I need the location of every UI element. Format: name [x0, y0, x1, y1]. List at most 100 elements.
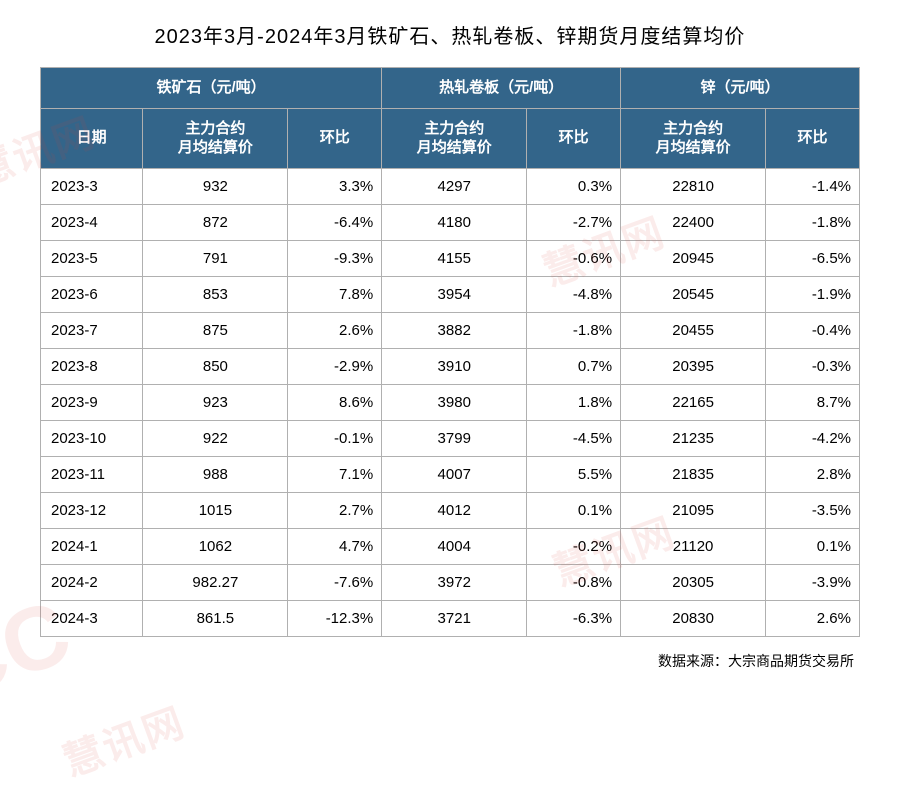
cell-pct: 0.1% — [527, 492, 621, 528]
cell-pct: -4.8% — [527, 276, 621, 312]
cell-date: 2024-2 — [41, 564, 143, 600]
col-pct: 环比 — [288, 108, 382, 168]
cell-pct: -6.4% — [288, 204, 382, 240]
cell-price: 3980 — [382, 384, 527, 420]
cell-pct: -2.9% — [288, 348, 382, 384]
group-header-row: 铁矿石（元/吨） 热轧卷板（元/吨） 锌（元/吨） — [41, 68, 860, 109]
cell-date: 2024-1 — [41, 528, 143, 564]
cell-price: 22810 — [621, 168, 766, 204]
cell-price: 22165 — [621, 384, 766, 420]
cell-price: 21235 — [621, 420, 766, 456]
col-pct: 环比 — [527, 108, 621, 168]
cell-price: 3799 — [382, 420, 527, 456]
col-pct: 环比 — [766, 108, 860, 168]
table-row: 2024-3861.5-12.3%3721-6.3%208302.6% — [41, 600, 860, 636]
cell-price: 988 — [143, 456, 288, 492]
cell-price: 20830 — [621, 600, 766, 636]
cell-pct: -12.3% — [288, 600, 382, 636]
cell-price: 791 — [143, 240, 288, 276]
cell-price: 20395 — [621, 348, 766, 384]
cell-pct: -1.9% — [766, 276, 860, 312]
cell-date: 2023-3 — [41, 168, 143, 204]
cell-pct: 8.6% — [288, 384, 382, 420]
cell-pct: -0.1% — [288, 420, 382, 456]
cell-price: 3721 — [382, 600, 527, 636]
cell-date: 2023-10 — [41, 420, 143, 456]
cell-price: 1062 — [143, 528, 288, 564]
sub-header-row: 日期 主力合约 月均结算价 环比 主力合约 月均结算价 环比 主力合约 月均结算… — [41, 108, 860, 168]
table-row: 2023-68537.8%3954-4.8%20545-1.9% — [41, 276, 860, 312]
cell-pct: 2.6% — [766, 600, 860, 636]
cell-date: 2024-3 — [41, 600, 143, 636]
col-date: 日期 — [41, 108, 143, 168]
cell-price: 3882 — [382, 312, 527, 348]
group-header: 锌（元/吨） — [621, 68, 860, 109]
cell-pct: 0.1% — [766, 528, 860, 564]
cell-pct: -1.4% — [766, 168, 860, 204]
cell-pct: 7.1% — [288, 456, 382, 492]
cell-price: 3910 — [382, 348, 527, 384]
cell-pct: 1.8% — [527, 384, 621, 420]
table-row: 2023-119887.1%40075.5%218352.8% — [41, 456, 860, 492]
cell-price: 4297 — [382, 168, 527, 204]
cell-price: 922 — [143, 420, 288, 456]
cell-pct: -7.6% — [288, 564, 382, 600]
cell-date: 2023-5 — [41, 240, 143, 276]
cell-pct: -3.9% — [766, 564, 860, 600]
cell-pct: -4.5% — [527, 420, 621, 456]
cell-pct: -1.8% — [527, 312, 621, 348]
table-row: 2023-10922-0.1%3799-4.5%21235-4.2% — [41, 420, 860, 456]
cell-price: 932 — [143, 168, 288, 204]
cell-date: 2023-6 — [41, 276, 143, 312]
cell-date: 2023-4 — [41, 204, 143, 240]
cell-price: 982.27 — [143, 564, 288, 600]
cell-pct: 4.7% — [288, 528, 382, 564]
cell-date: 2023-12 — [41, 492, 143, 528]
col-price: 主力合约 月均结算价 — [621, 108, 766, 168]
group-header: 热轧卷板（元/吨） — [382, 68, 621, 109]
cell-pct: -2.7% — [527, 204, 621, 240]
cell-price: 4155 — [382, 240, 527, 276]
table-body: 2023-39323.3%42970.3%22810-1.4%2023-4872… — [41, 168, 860, 636]
table-row: 2023-39323.3%42970.3%22810-1.4% — [41, 168, 860, 204]
cell-pct: 0.3% — [527, 168, 621, 204]
cell-price: 850 — [143, 348, 288, 384]
cell-price: 4180 — [382, 204, 527, 240]
cell-price: 20945 — [621, 240, 766, 276]
cell-price: 21120 — [621, 528, 766, 564]
cell-pct: -1.8% — [766, 204, 860, 240]
cell-date: 2023-11 — [41, 456, 143, 492]
cell-date: 2023-7 — [41, 312, 143, 348]
cell-pct: -0.6% — [527, 240, 621, 276]
cell-pct: -0.8% — [527, 564, 621, 600]
cell-price: 872 — [143, 204, 288, 240]
cell-price: 875 — [143, 312, 288, 348]
cell-pct: -6.5% — [766, 240, 860, 276]
table-row: 2023-8850-2.9%39100.7%20395-0.3% — [41, 348, 860, 384]
cell-pct: 7.8% — [288, 276, 382, 312]
col-price: 主力合约 月均结算价 — [143, 108, 288, 168]
table-row: 2023-99238.6%39801.8%221658.7% — [41, 384, 860, 420]
table-row: 2023-4872-6.4%4180-2.7%22400-1.8% — [41, 204, 860, 240]
cell-pct: 2.8% — [766, 456, 860, 492]
cell-price: 20455 — [621, 312, 766, 348]
cell-price: 4007 — [382, 456, 527, 492]
cell-date: 2023-8 — [41, 348, 143, 384]
page-title: 2023年3月-2024年3月铁矿石、热轧卷板、锌期货月度结算均价 — [40, 20, 860, 49]
price-table: 铁矿石（元/吨） 热轧卷板（元/吨） 锌（元/吨） 日期 主力合约 月均结算价 … — [40, 67, 860, 637]
cell-price: 853 — [143, 276, 288, 312]
table-row: 2024-2982.27-7.6%3972-0.8%20305-3.9% — [41, 564, 860, 600]
cell-pct: 2.7% — [288, 492, 382, 528]
cell-price: 923 — [143, 384, 288, 420]
cell-price: 22400 — [621, 204, 766, 240]
cell-price: 3954 — [382, 276, 527, 312]
cell-price: 4012 — [382, 492, 527, 528]
cell-price: 861.5 — [143, 600, 288, 636]
group-header: 铁矿石（元/吨） — [41, 68, 382, 109]
table-row: 2023-5791-9.3%4155-0.6%20945-6.5% — [41, 240, 860, 276]
cell-price: 20545 — [621, 276, 766, 312]
cell-price: 21095 — [621, 492, 766, 528]
cell-pct: 2.6% — [288, 312, 382, 348]
cell-price: 4004 — [382, 528, 527, 564]
cell-pct: -9.3% — [288, 240, 382, 276]
